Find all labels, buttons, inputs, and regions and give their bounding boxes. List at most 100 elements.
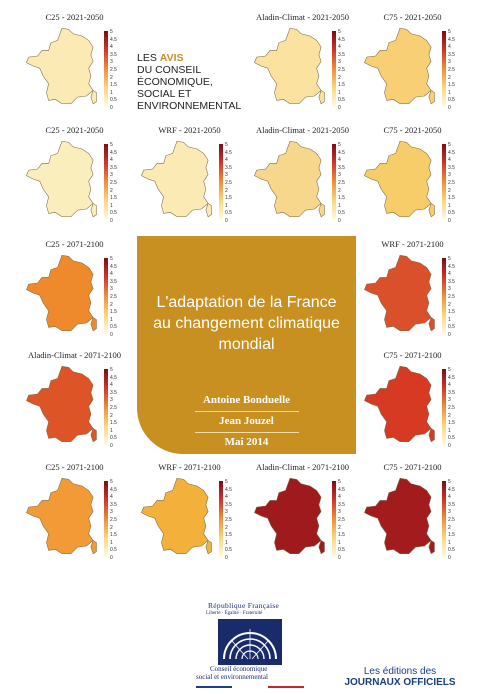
scale-tick: 1.5 bbox=[448, 82, 455, 89]
scale-tick: 2 bbox=[225, 187, 228, 194]
color-scale bbox=[442, 31, 446, 107]
scale-tick: 0 bbox=[448, 443, 451, 449]
map-panel: C25 - 2021-2050 5 4.5 4 3.5 3 2.5 2 1.5 1 0.5 0 bbox=[22, 125, 127, 224]
scale-tick: 2 bbox=[448, 74, 451, 81]
scale-tick: 0 bbox=[225, 555, 228, 561]
scale-tick: 0 bbox=[110, 443, 113, 449]
map-panel: C25 - 2071-2100 5 4.5 4 3.5 3 2.5 2 1.5 1 0.5 0 bbox=[22, 239, 127, 338]
scale-tick: 4.5 bbox=[338, 149, 345, 156]
scale-tick: 2 bbox=[110, 187, 113, 194]
corsica-shape bbox=[205, 203, 212, 218]
scale-tick: 3.5 bbox=[448, 278, 455, 285]
scale-tick: 3.5 bbox=[448, 389, 455, 396]
scale-tick: 2 bbox=[338, 524, 341, 531]
color-scale bbox=[442, 369, 446, 445]
corsica-shape bbox=[205, 540, 212, 555]
republique-label: République Française bbox=[208, 601, 280, 610]
map-label: C75 - 2021-2050 bbox=[383, 12, 442, 22]
tricolor-stripe bbox=[268, 686, 304, 688]
scale-tick: 1.5 bbox=[110, 82, 117, 89]
scale-tick: 2 bbox=[110, 412, 113, 419]
france-map bbox=[141, 140, 212, 218]
scale-tick: 2.5 bbox=[110, 517, 117, 523]
scale-tick: 1 bbox=[225, 202, 228, 209]
scale-tick: 5 bbox=[110, 29, 113, 35]
scale-tick: 3 bbox=[448, 286, 451, 293]
scale-tick: 4 bbox=[110, 44, 113, 51]
scale-tick: 4.5 bbox=[448, 486, 455, 493]
scale-tick: 1 bbox=[110, 539, 113, 546]
scale-tick: 3 bbox=[338, 172, 341, 179]
scale-tick: 4 bbox=[338, 157, 341, 164]
france-shape bbox=[141, 140, 209, 218]
color-scale bbox=[104, 369, 108, 445]
scale-tick: 0 bbox=[338, 218, 341, 224]
scale-tick: 2.5 bbox=[448, 405, 455, 411]
series-label: LES AVIS DU CONSEIL ÉCONOMIQUE, SOCIAL E… bbox=[137, 52, 247, 112]
map-label: Aladin-Climat - 2071-2100 bbox=[255, 462, 349, 472]
corsica-shape bbox=[90, 428, 97, 443]
france-shape bbox=[364, 254, 432, 332]
scale-tick: 1.5 bbox=[110, 532, 117, 539]
color-scale bbox=[332, 144, 336, 220]
scale-tick: 0 bbox=[225, 218, 228, 224]
author-name: Antoine Bonduelle bbox=[202, 394, 291, 406]
scale-tick: 1 bbox=[338, 202, 341, 209]
scale-tick: 1.5 bbox=[448, 420, 455, 427]
corsica-shape bbox=[90, 540, 97, 555]
scale-tick: 4.5 bbox=[448, 149, 455, 156]
color-scale bbox=[104, 481, 108, 557]
france-shape bbox=[364, 27, 432, 105]
scale-tick: 0 bbox=[110, 218, 113, 224]
scale-tick: 1 bbox=[448, 539, 451, 546]
scale-tick: 5 bbox=[110, 256, 113, 262]
france-map bbox=[26, 477, 97, 555]
scale-tick: 4 bbox=[448, 157, 451, 164]
scale-tick: 1.5 bbox=[225, 195, 232, 202]
title-line: L'adaptation de la France bbox=[156, 294, 337, 311]
france-map bbox=[26, 27, 97, 105]
scale-ticks: 5 4.5 4 3.5 3 2.5 2 1.5 1 0.5 0 bbox=[338, 29, 354, 111]
scale-tick: 0 bbox=[110, 555, 113, 561]
divider bbox=[195, 432, 299, 433]
france-shape bbox=[254, 477, 322, 555]
scale-tick: 1 bbox=[448, 427, 451, 434]
scale-tick: 3 bbox=[225, 172, 228, 179]
scale-tick: 0.5 bbox=[110, 324, 117, 331]
map-panel: C75 - 2071-2100 5 4.5 4 3.5 3 2.5 2 1.5 1 0.5 0 bbox=[360, 350, 465, 449]
scale-tick: 5 bbox=[110, 367, 113, 373]
avis-accent: AVIS bbox=[159, 52, 184, 64]
scale-tick: 5 bbox=[338, 29, 341, 35]
france-map bbox=[26, 254, 97, 332]
title-line: mondial bbox=[218, 336, 275, 353]
divider bbox=[195, 411, 299, 412]
map-label: WRF - 2071-2100 bbox=[158, 462, 221, 472]
scale-tick: 5 bbox=[448, 367, 451, 373]
scale-ticks: 5 4.5 4 3.5 3 2.5 2 1.5 1 0.5 0 bbox=[448, 256, 464, 338]
scale-tick: 4 bbox=[110, 382, 113, 389]
scale-tick: 2 bbox=[110, 74, 113, 81]
avis-line: ENVIRONNEMENTAL bbox=[137, 100, 242, 112]
corsica-shape bbox=[428, 317, 435, 332]
scale-tick: 5 bbox=[448, 479, 451, 485]
scale-tick: 1 bbox=[110, 89, 113, 96]
scale-tick: 1.5 bbox=[110, 420, 117, 427]
scale-tick: 4 bbox=[110, 271, 113, 278]
scale-tick: 3 bbox=[110, 397, 113, 404]
republique-motto: Liberté · Égalité · Fraternité bbox=[206, 611, 263, 616]
scale-tick: 0.5 bbox=[110, 435, 117, 442]
scale-tick: 3 bbox=[338, 59, 341, 66]
avis-line: ÉCONOMIQUE, bbox=[137, 76, 213, 88]
scale-tick: 3 bbox=[110, 286, 113, 293]
scale-tick: 1 bbox=[448, 202, 451, 209]
scale-tick: 3.5 bbox=[448, 501, 455, 508]
scale-tick: 3.5 bbox=[225, 501, 232, 508]
scale-tick: 2.5 bbox=[110, 180, 117, 186]
scale-tick: 0 bbox=[110, 105, 113, 111]
scale-tick: 2.5 bbox=[225, 517, 232, 523]
scale-tick: 1 bbox=[448, 316, 451, 323]
scale-tick: 0.5 bbox=[225, 210, 232, 217]
map-label: C25 - 2021-2050 bbox=[45, 12, 104, 22]
france-shape bbox=[26, 254, 94, 332]
france-shape bbox=[364, 477, 432, 555]
